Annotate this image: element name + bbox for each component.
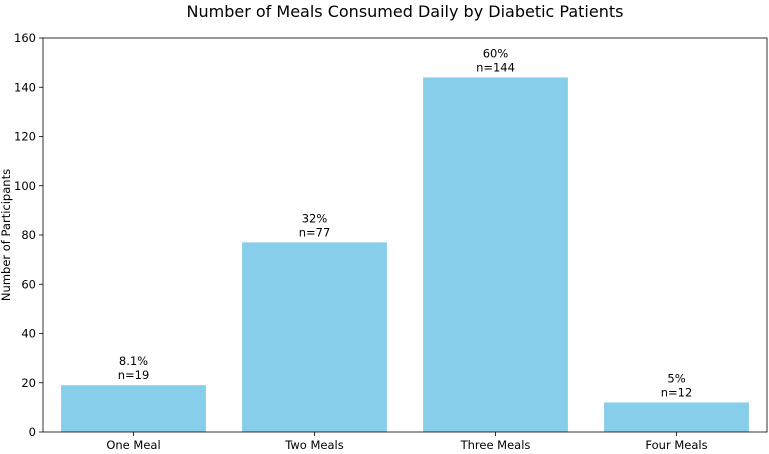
bar-three-meals bbox=[423, 77, 568, 433]
x-tick-label: Four Meals bbox=[645, 438, 707, 452]
bar-count-label: n=19 bbox=[118, 368, 150, 382]
x-tick-label: One Meal bbox=[106, 438, 160, 452]
x-tick-label: Two Meals bbox=[284, 438, 343, 452]
chart-title: Number of Meals Consumed Daily by Diabet… bbox=[187, 2, 624, 21]
y-axis-label: Number of Participants bbox=[0, 169, 13, 301]
bar-count-label: n=12 bbox=[661, 385, 693, 399]
bar-four-meals bbox=[604, 402, 749, 432]
y-tick-label: 100 bbox=[14, 179, 36, 193]
plot-frame bbox=[42, 37, 768, 433]
bar-percent-label: 32% bbox=[302, 211, 328, 225]
bar-one-meal bbox=[61, 385, 206, 432]
plot-area: 8.1%n=19 One Meal 32%n=77 Two Meals 60%n=144… bbox=[14, 31, 768, 452]
bar-percent-label: 5% bbox=[667, 371, 685, 385]
bar-percent-label: 8.1% bbox=[119, 354, 148, 368]
bar-two-meals bbox=[242, 242, 387, 432]
y-tick-label: 120 bbox=[14, 130, 36, 144]
bar-count-label: n=77 bbox=[299, 225, 331, 239]
y-tick-label: 140 bbox=[14, 80, 36, 94]
y-tick-label: 80 bbox=[21, 228, 36, 242]
y-tick-label: 20 bbox=[21, 376, 36, 390]
y-tick-label: 0 bbox=[29, 425, 36, 439]
y-tick-label: 160 bbox=[14, 31, 36, 45]
x-tick-label: Three Meals bbox=[460, 438, 531, 452]
y-tick-label: 60 bbox=[21, 277, 36, 291]
bar-percent-label: 60% bbox=[483, 46, 509, 60]
y-tick-label: 40 bbox=[21, 327, 36, 341]
bar-count-label: n=144 bbox=[476, 60, 515, 74]
